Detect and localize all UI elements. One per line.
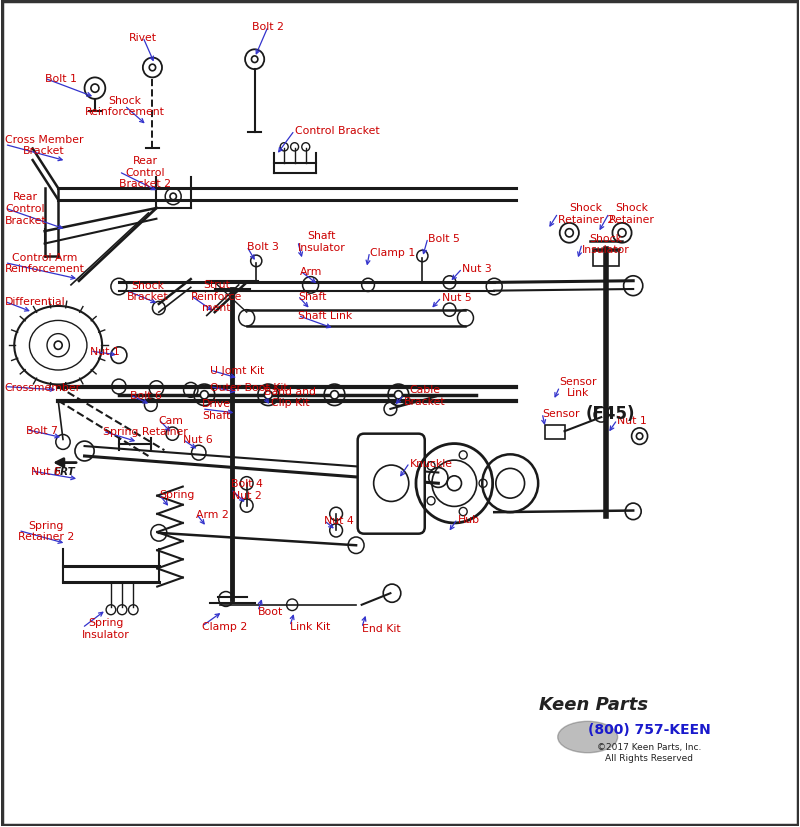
Text: Cross Member
Bracket: Cross Member Bracket — [5, 135, 83, 156]
Text: Shock
Retainer 2: Shock Retainer 2 — [558, 203, 614, 224]
Text: Rear
Control
Bracket: Rear Control Bracket — [5, 192, 46, 225]
Text: Keen Parts: Keen Parts — [538, 696, 648, 713]
Text: End Kit: End Kit — [362, 624, 400, 633]
Text: Rivet: Rivet — [129, 33, 157, 43]
Text: U Jomt Kit: U Jomt Kit — [210, 366, 264, 375]
Text: Sensor
Link: Sensor Link — [560, 376, 598, 398]
Text: Outer Boot Kit: Outer Boot Kit — [210, 382, 287, 392]
Circle shape — [330, 391, 338, 399]
Text: Sensor: Sensor — [542, 409, 580, 418]
Text: Spring
Retainer 2: Spring Retainer 2 — [18, 520, 74, 542]
Text: Bolt 5: Bolt 5 — [428, 233, 460, 243]
Text: Strut
Reinforce
ment: Strut Reinforce ment — [190, 280, 242, 313]
Text: Shock
Retainer: Shock Retainer — [610, 203, 655, 224]
Text: Nut 1: Nut 1 — [90, 347, 120, 356]
Text: Drive
Shaft: Drive Shaft — [202, 399, 231, 420]
Circle shape — [54, 342, 62, 350]
Text: Clamp 2: Clamp 2 — [202, 622, 247, 632]
Text: Boot: Boot — [258, 607, 283, 617]
Text: Band and
Clip Kit: Band and Clip Kit — [264, 386, 316, 408]
Text: Spring: Spring — [159, 490, 194, 500]
Text: Nut 6: Nut 6 — [182, 435, 213, 445]
Text: ©2017 Keen Parts, Inc.
All Rights Reserved: ©2017 Keen Parts, Inc. All Rights Reserv… — [597, 743, 702, 762]
Text: Control Bracket: Control Bracket — [294, 127, 379, 136]
Circle shape — [200, 391, 208, 399]
Text: Spring
Insulator: Spring Insulator — [82, 618, 130, 639]
Text: Link Kit: Link Kit — [290, 622, 330, 632]
Text: Bolt 7: Bolt 7 — [26, 425, 58, 435]
Text: Shaft Link: Shaft Link — [298, 311, 352, 321]
Circle shape — [170, 194, 176, 200]
Text: Cam: Cam — [159, 415, 184, 425]
Text: Arm: Arm — [300, 266, 322, 276]
Text: Bolt 2: Bolt 2 — [252, 22, 284, 32]
Ellipse shape — [558, 721, 618, 753]
Text: Nut 6: Nut 6 — [31, 466, 61, 476]
Circle shape — [251, 57, 258, 64]
Text: Bolt 6: Bolt 6 — [130, 390, 162, 400]
Circle shape — [566, 229, 574, 237]
Text: Spring Retainer: Spring Retainer — [103, 427, 188, 437]
Text: FRT: FRT — [54, 466, 75, 476]
Text: Arm 2: Arm 2 — [196, 509, 229, 519]
Circle shape — [91, 85, 99, 93]
Text: Nut 3: Nut 3 — [462, 264, 492, 274]
Text: Knuckle: Knuckle — [410, 458, 453, 468]
Text: Control Arm
Reinforcement: Control Arm Reinforcement — [5, 252, 85, 274]
Text: Differential: Differential — [5, 297, 66, 307]
Text: (F45): (F45) — [586, 404, 634, 423]
Text: Shaft
Insulator: Shaft Insulator — [298, 231, 346, 252]
Text: Nut 5: Nut 5 — [442, 293, 471, 303]
Text: Bolt 4
Nut 2: Bolt 4 Nut 2 — [230, 479, 262, 500]
Text: Nut 1: Nut 1 — [618, 415, 647, 425]
Text: Nut 4: Nut 4 — [324, 516, 354, 526]
Circle shape — [447, 476, 462, 491]
Text: Cable
Bracket: Cable Bracket — [404, 385, 446, 406]
Text: Shaft: Shaft — [298, 291, 326, 301]
FancyBboxPatch shape — [358, 434, 425, 534]
Text: Bolt 3: Bolt 3 — [246, 241, 278, 251]
Circle shape — [636, 433, 642, 440]
Circle shape — [150, 65, 156, 72]
Circle shape — [618, 229, 626, 237]
Text: Shock
Reinforcement: Shock Reinforcement — [85, 96, 165, 117]
Text: Crossmember: Crossmember — [5, 382, 81, 392]
Text: Shock
Insulator: Shock Insulator — [582, 233, 630, 255]
Text: Shock
Bracket: Shock Bracket — [127, 280, 169, 302]
Circle shape — [264, 391, 272, 399]
Circle shape — [394, 391, 402, 399]
Text: Hub: Hub — [458, 514, 480, 524]
Text: Bolt 1: Bolt 1 — [45, 74, 77, 84]
Text: Clamp 1: Clamp 1 — [370, 247, 415, 257]
Bar — [546, 425, 565, 440]
Text: (800) 757-KEEN: (800) 757-KEEN — [588, 722, 710, 736]
Text: Rear
Control
Bracket 2: Rear Control Bracket 2 — [119, 155, 171, 189]
Bar — [594, 251, 619, 266]
